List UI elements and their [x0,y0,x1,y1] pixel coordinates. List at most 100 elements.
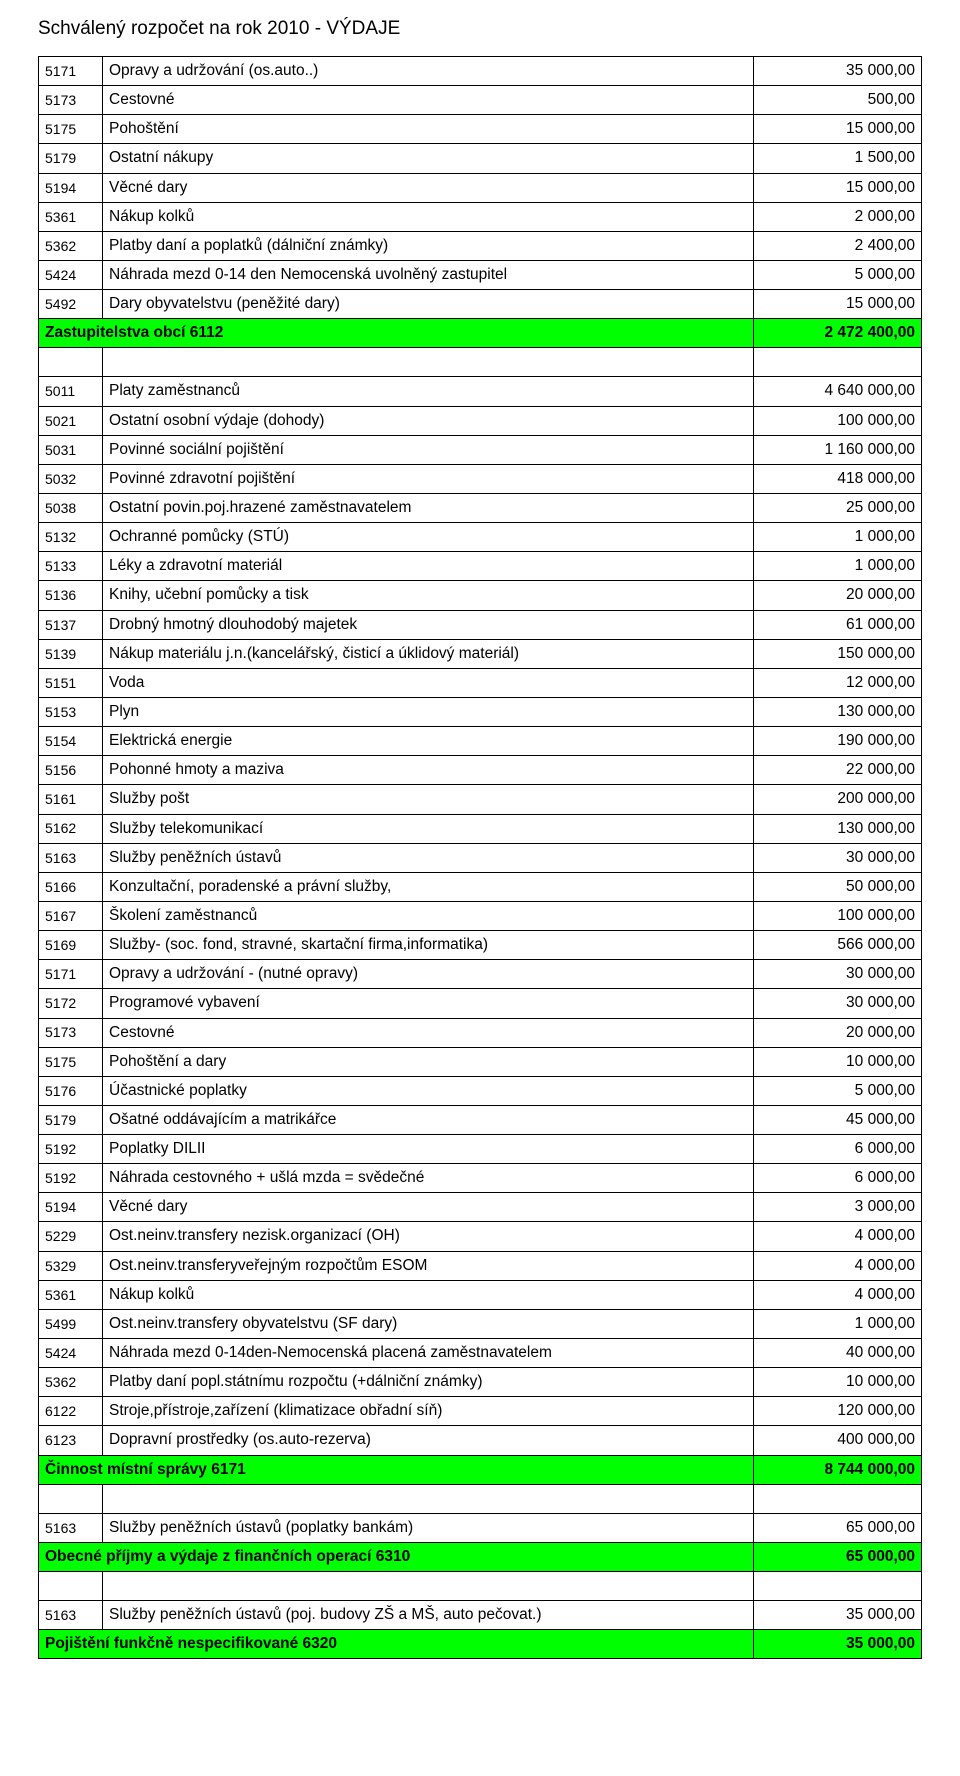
row-desc: Platy zaměstnanců [103,377,754,406]
row-code: 5192 [39,1135,103,1164]
row-amount: 4 000,00 [754,1280,922,1309]
row-amount: 6 000,00 [754,1135,922,1164]
row-code: 5151 [39,668,103,697]
row-code: 5032 [39,464,103,493]
row-amount: 40 000,00 [754,1339,922,1368]
row-code: 6122 [39,1397,103,1426]
row-code: 5194 [39,173,103,202]
section-row: Zastupitelstva obcí 61122 472 400,00 [39,319,922,348]
row-desc: Pohoštění a dary [103,1047,754,1076]
row-desc: Ost.neinv.transfery obyvatelstvu (SF dar… [103,1309,754,1338]
row-desc: Školení zaměstnanců [103,901,754,930]
row-amount: 61 000,00 [754,610,922,639]
table-row: 5153Plyn130 000,00 [39,697,922,726]
table-row: 5173Cestovné500,00 [39,86,922,115]
row-desc: Ochranné pomůcky (STÚ) [103,523,754,552]
row-amount: 25 000,00 [754,493,922,522]
row-amount: 1 160 000,00 [754,435,922,464]
row-desc: Povinné zdravotní pojištění [103,464,754,493]
row-desc: Ošatné oddávajícím a matrikářce [103,1105,754,1134]
row-desc: Plyn [103,697,754,726]
table-row: 5175Pohoštění15 000,00 [39,115,922,144]
row-code: 5133 [39,552,103,581]
table-row: 5031Povinné sociální pojištění1 160 000,… [39,435,922,464]
row-amount: 15 000,00 [754,173,922,202]
row-desc: Platby daní popl.státnímu rozpočtu (+dál… [103,1368,754,1397]
row-amount: 30 000,00 [754,989,922,1018]
row-desc: Konzultační, poradenské a právní služby, [103,872,754,901]
row-desc: Stroje,přístroje,zařízení (klimatizace o… [103,1397,754,1426]
row-amount: 400 000,00 [754,1426,922,1455]
row-code: 5361 [39,1280,103,1309]
row-code: 5194 [39,1193,103,1222]
row-desc: Služby peněžních ústavů (poplatky bankám… [103,1513,754,1542]
table-row: 5167Školení zaměstnanců100 000,00 [39,901,922,930]
row-desc: Služby peněžních ústavů (poj. budovy ZŠ … [103,1601,754,1630]
row-code: 5362 [39,231,103,260]
row-amount: 4 000,00 [754,1251,922,1280]
row-code: 5154 [39,727,103,756]
row-desc: Pohonné hmoty a maziva [103,756,754,785]
row-amount: 5 000,00 [754,260,922,289]
table-row: 5163Služby peněžních ústavů30 000,00 [39,843,922,872]
row-desc: Služby peněžních ústavů [103,843,754,872]
page-title: Schválený rozpočet na rok 2010 - VÝDAJE [38,18,922,40]
row-desc: Nákup kolků [103,1280,754,1309]
table-row: 5132Ochranné pomůcky (STÚ)1 000,00 [39,523,922,552]
row-code: 5229 [39,1222,103,1251]
row-code: 5424 [39,260,103,289]
table-row: 5038Ostatní povin.poj.hrazené zaměstnava… [39,493,922,522]
section-label: Obecné příjmy a výdaje z finančních oper… [39,1542,754,1571]
spacer-row [39,348,922,377]
table-row: 5492Dary obyvatelstvu (peněžité dary)15 … [39,290,922,319]
table-row: 5172Programové vybavení30 000,00 [39,989,922,1018]
row-amount: 6 000,00 [754,1164,922,1193]
row-desc: Pohoštění [103,115,754,144]
row-desc: Služby- (soc. fond, stravné, skartační f… [103,931,754,960]
row-desc: Náhrada cestovného + ušlá mzda = svědečn… [103,1164,754,1193]
row-code: 5424 [39,1339,103,1368]
row-desc: Ost.neinv.transfery nezisk.organizací (O… [103,1222,754,1251]
row-desc: Cestovné [103,1018,754,1047]
row-amount: 15 000,00 [754,115,922,144]
table-row: 5179Ošatné oddávajícím a matrikářce45 00… [39,1105,922,1134]
row-code: 5169 [39,931,103,960]
row-code: 5173 [39,86,103,115]
row-amount: 4 640 000,00 [754,377,922,406]
row-code: 5163 [39,1601,103,1630]
row-desc: Nákup materiálu j.n.(kancelářský, čistic… [103,639,754,668]
table-row: 5194Věcné dary3 000,00 [39,1193,922,1222]
table-row: 5137Drobný hmotný dlouhodobý majetek61 0… [39,610,922,639]
row-code: 5172 [39,989,103,1018]
table-row: 5176Účastnické poplatky5 000,00 [39,1076,922,1105]
row-amount: 5 000,00 [754,1076,922,1105]
table-row: 5139Nákup materiálu j.n.(kancelářský, či… [39,639,922,668]
row-desc: Ostatní osobní výdaje (dohody) [103,406,754,435]
table-row: 5194Věcné dary15 000,00 [39,173,922,202]
table-row: 5229Ost.neinv.transfery nezisk.organizac… [39,1222,922,1251]
row-desc: Nákup kolků [103,202,754,231]
table-row: 5133Léky a zdravotní materiál1 000,00 [39,552,922,581]
row-amount: 30 000,00 [754,843,922,872]
section-amount: 65 000,00 [754,1542,922,1571]
spacer-row [39,1484,922,1513]
row-code: 5361 [39,202,103,231]
table-row: 5011Platy zaměstnanců4 640 000,00 [39,377,922,406]
row-desc: Léky a zdravotní materiál [103,552,754,581]
row-code: 5011 [39,377,103,406]
row-amount: 200 000,00 [754,785,922,814]
row-amount: 35 000,00 [754,1601,922,1630]
row-desc: Voda [103,668,754,697]
row-code: 5137 [39,610,103,639]
row-amount: 10 000,00 [754,1047,922,1076]
table-row: 5161Služby pošt200 000,00 [39,785,922,814]
table-row: 6122Stroje,přístroje,zařízení (klimatiza… [39,1397,922,1426]
row-amount: 566 000,00 [754,931,922,960]
table-row: 5424Náhrada mezd 0-14 den Nemocenská uvo… [39,260,922,289]
row-code: 5166 [39,872,103,901]
row-desc: Poplatky DILII [103,1135,754,1164]
table-row: 5329Ost.neinv.transferyveřejným rozpočtů… [39,1251,922,1280]
row-code: 6123 [39,1426,103,1455]
row-code: 5021 [39,406,103,435]
row-code: 5163 [39,1513,103,1542]
